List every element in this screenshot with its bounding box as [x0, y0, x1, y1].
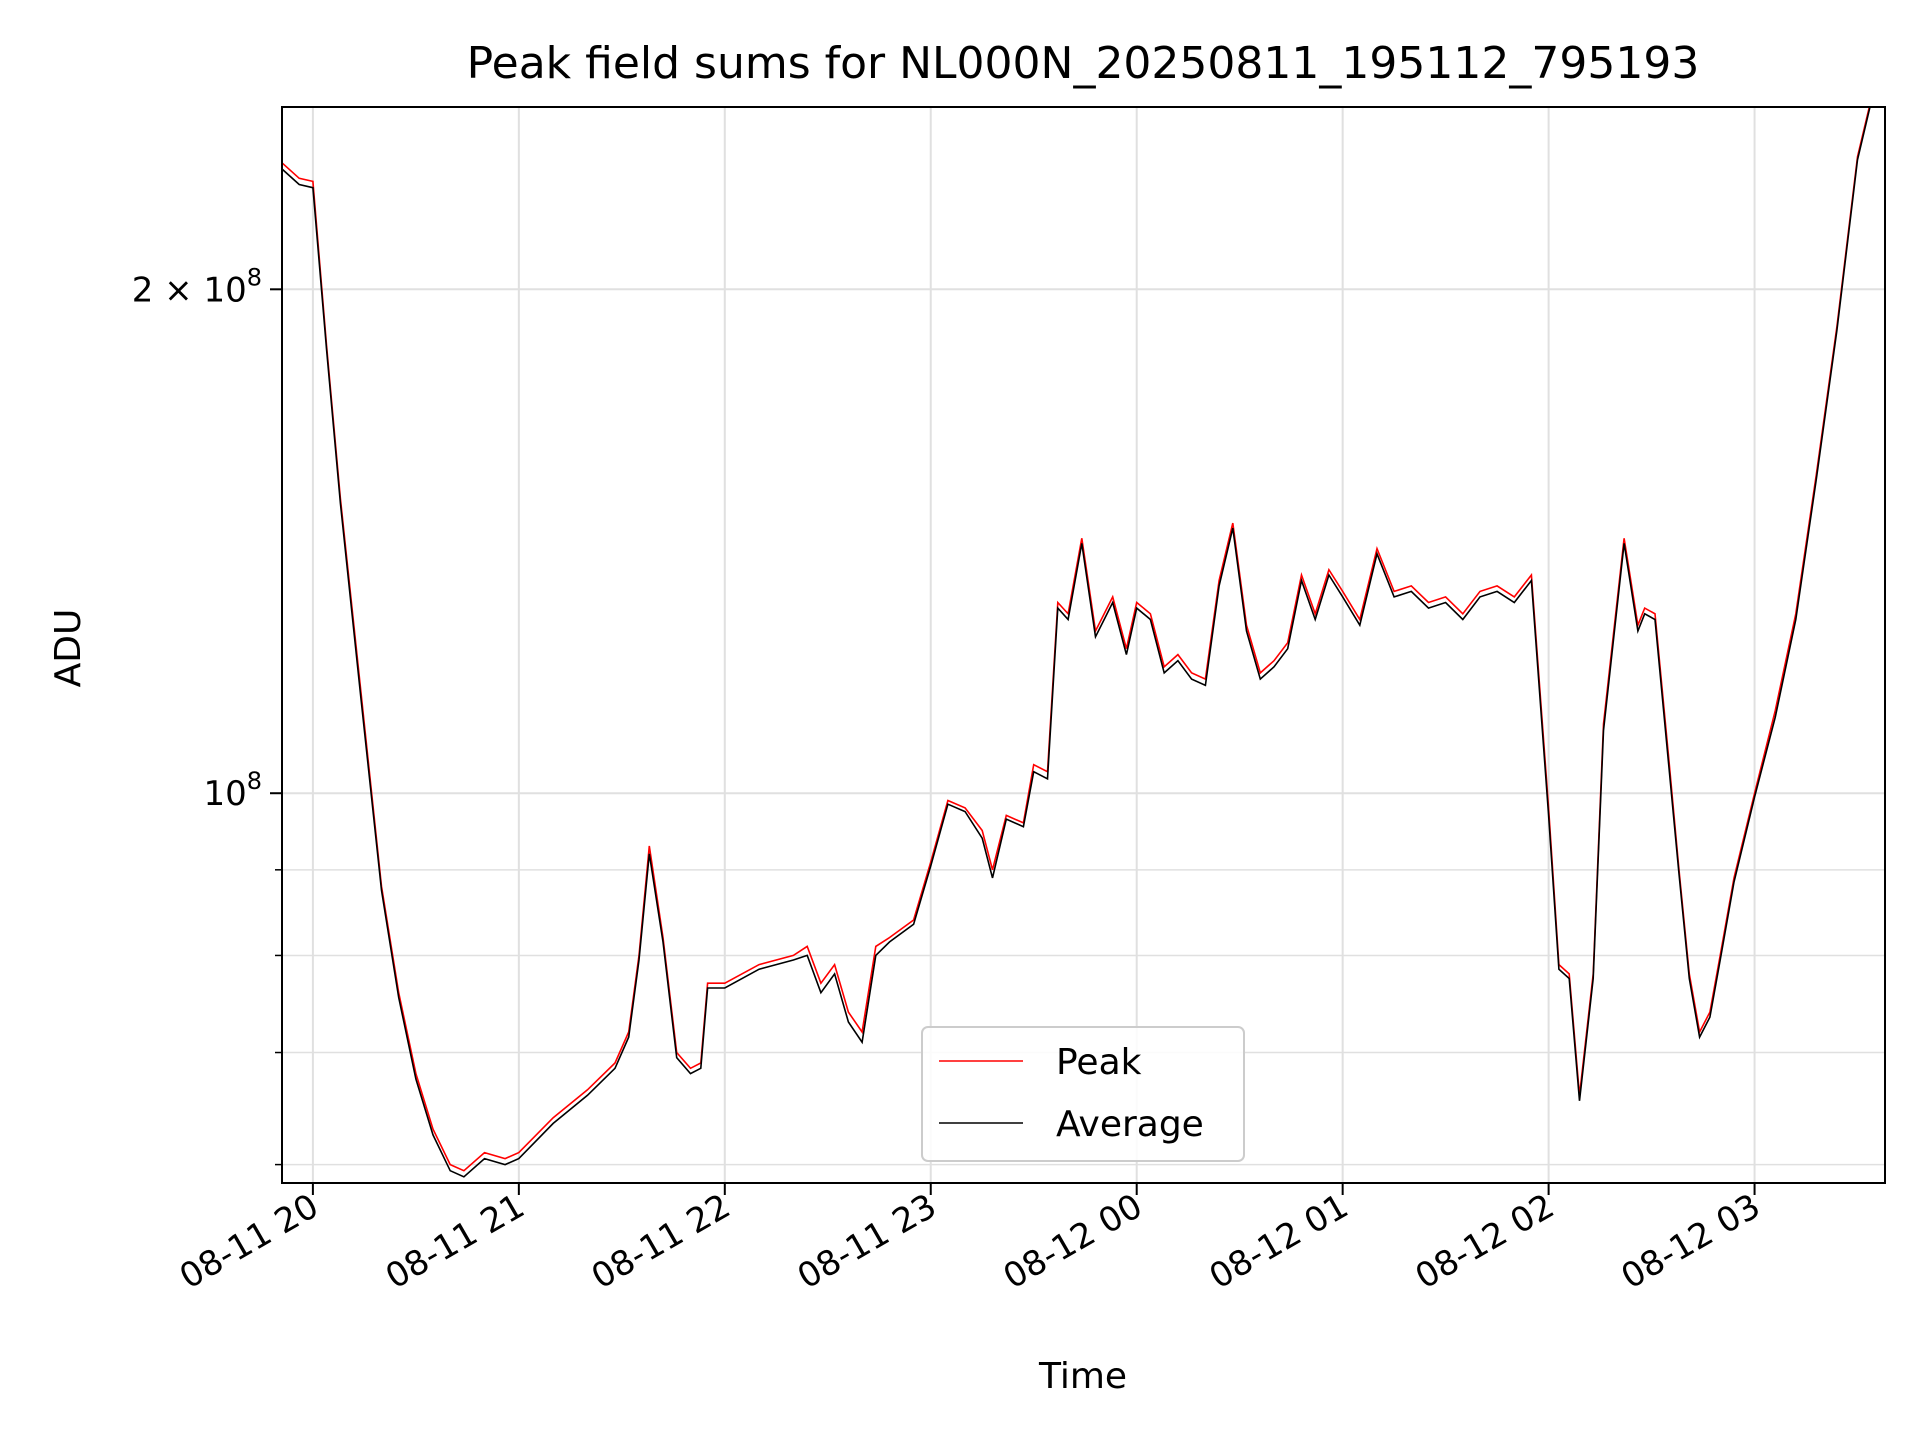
x-tick-label: 08-11 23 — [791, 1186, 943, 1297]
x-tick-label: 08-11 21 — [379, 1186, 531, 1297]
x-tick-label: 08-12 01 — [1203, 1186, 1355, 1297]
x-axis: 08-11 20 08-11 21 08-11 22 08-11 23 08-12 00… — [173, 1183, 1767, 1297]
x-tick-label: 08-12 02 — [1409, 1186, 1561, 1297]
series-line-average — [282, 107, 1871, 1178]
x-tick-label: 08-12 03 — [1615, 1186, 1767, 1297]
y-axis: 2 × 108 108 — [132, 263, 282, 1166]
series-line-peak — [282, 107, 1871, 1172]
y-tick-label: 108 — [203, 767, 262, 814]
series-layer — [282, 107, 1871, 1178]
y-axis-label: ADU — [48, 609, 89, 688]
grid-lines — [282, 107, 1885, 1183]
legend: Peak Average — [921, 1026, 1245, 1162]
legend-label-peak: Peak — [1056, 1042, 1142, 1083]
x-tick-label: 08-11 22 — [585, 1186, 737, 1297]
x-axis-label: Time — [1038, 1356, 1127, 1397]
legend-label-average: Average — [1056, 1104, 1204, 1145]
x-tick-label: 08-12 00 — [997, 1186, 1149, 1297]
plot-frame — [281, 106, 1886, 1184]
y-tick-label: 2 × 108 — [132, 263, 262, 310]
x-tick-label: 08-11 20 — [173, 1186, 325, 1297]
chart-title: Peak field sums for NL000N_20250811_1951… — [467, 38, 1700, 89]
